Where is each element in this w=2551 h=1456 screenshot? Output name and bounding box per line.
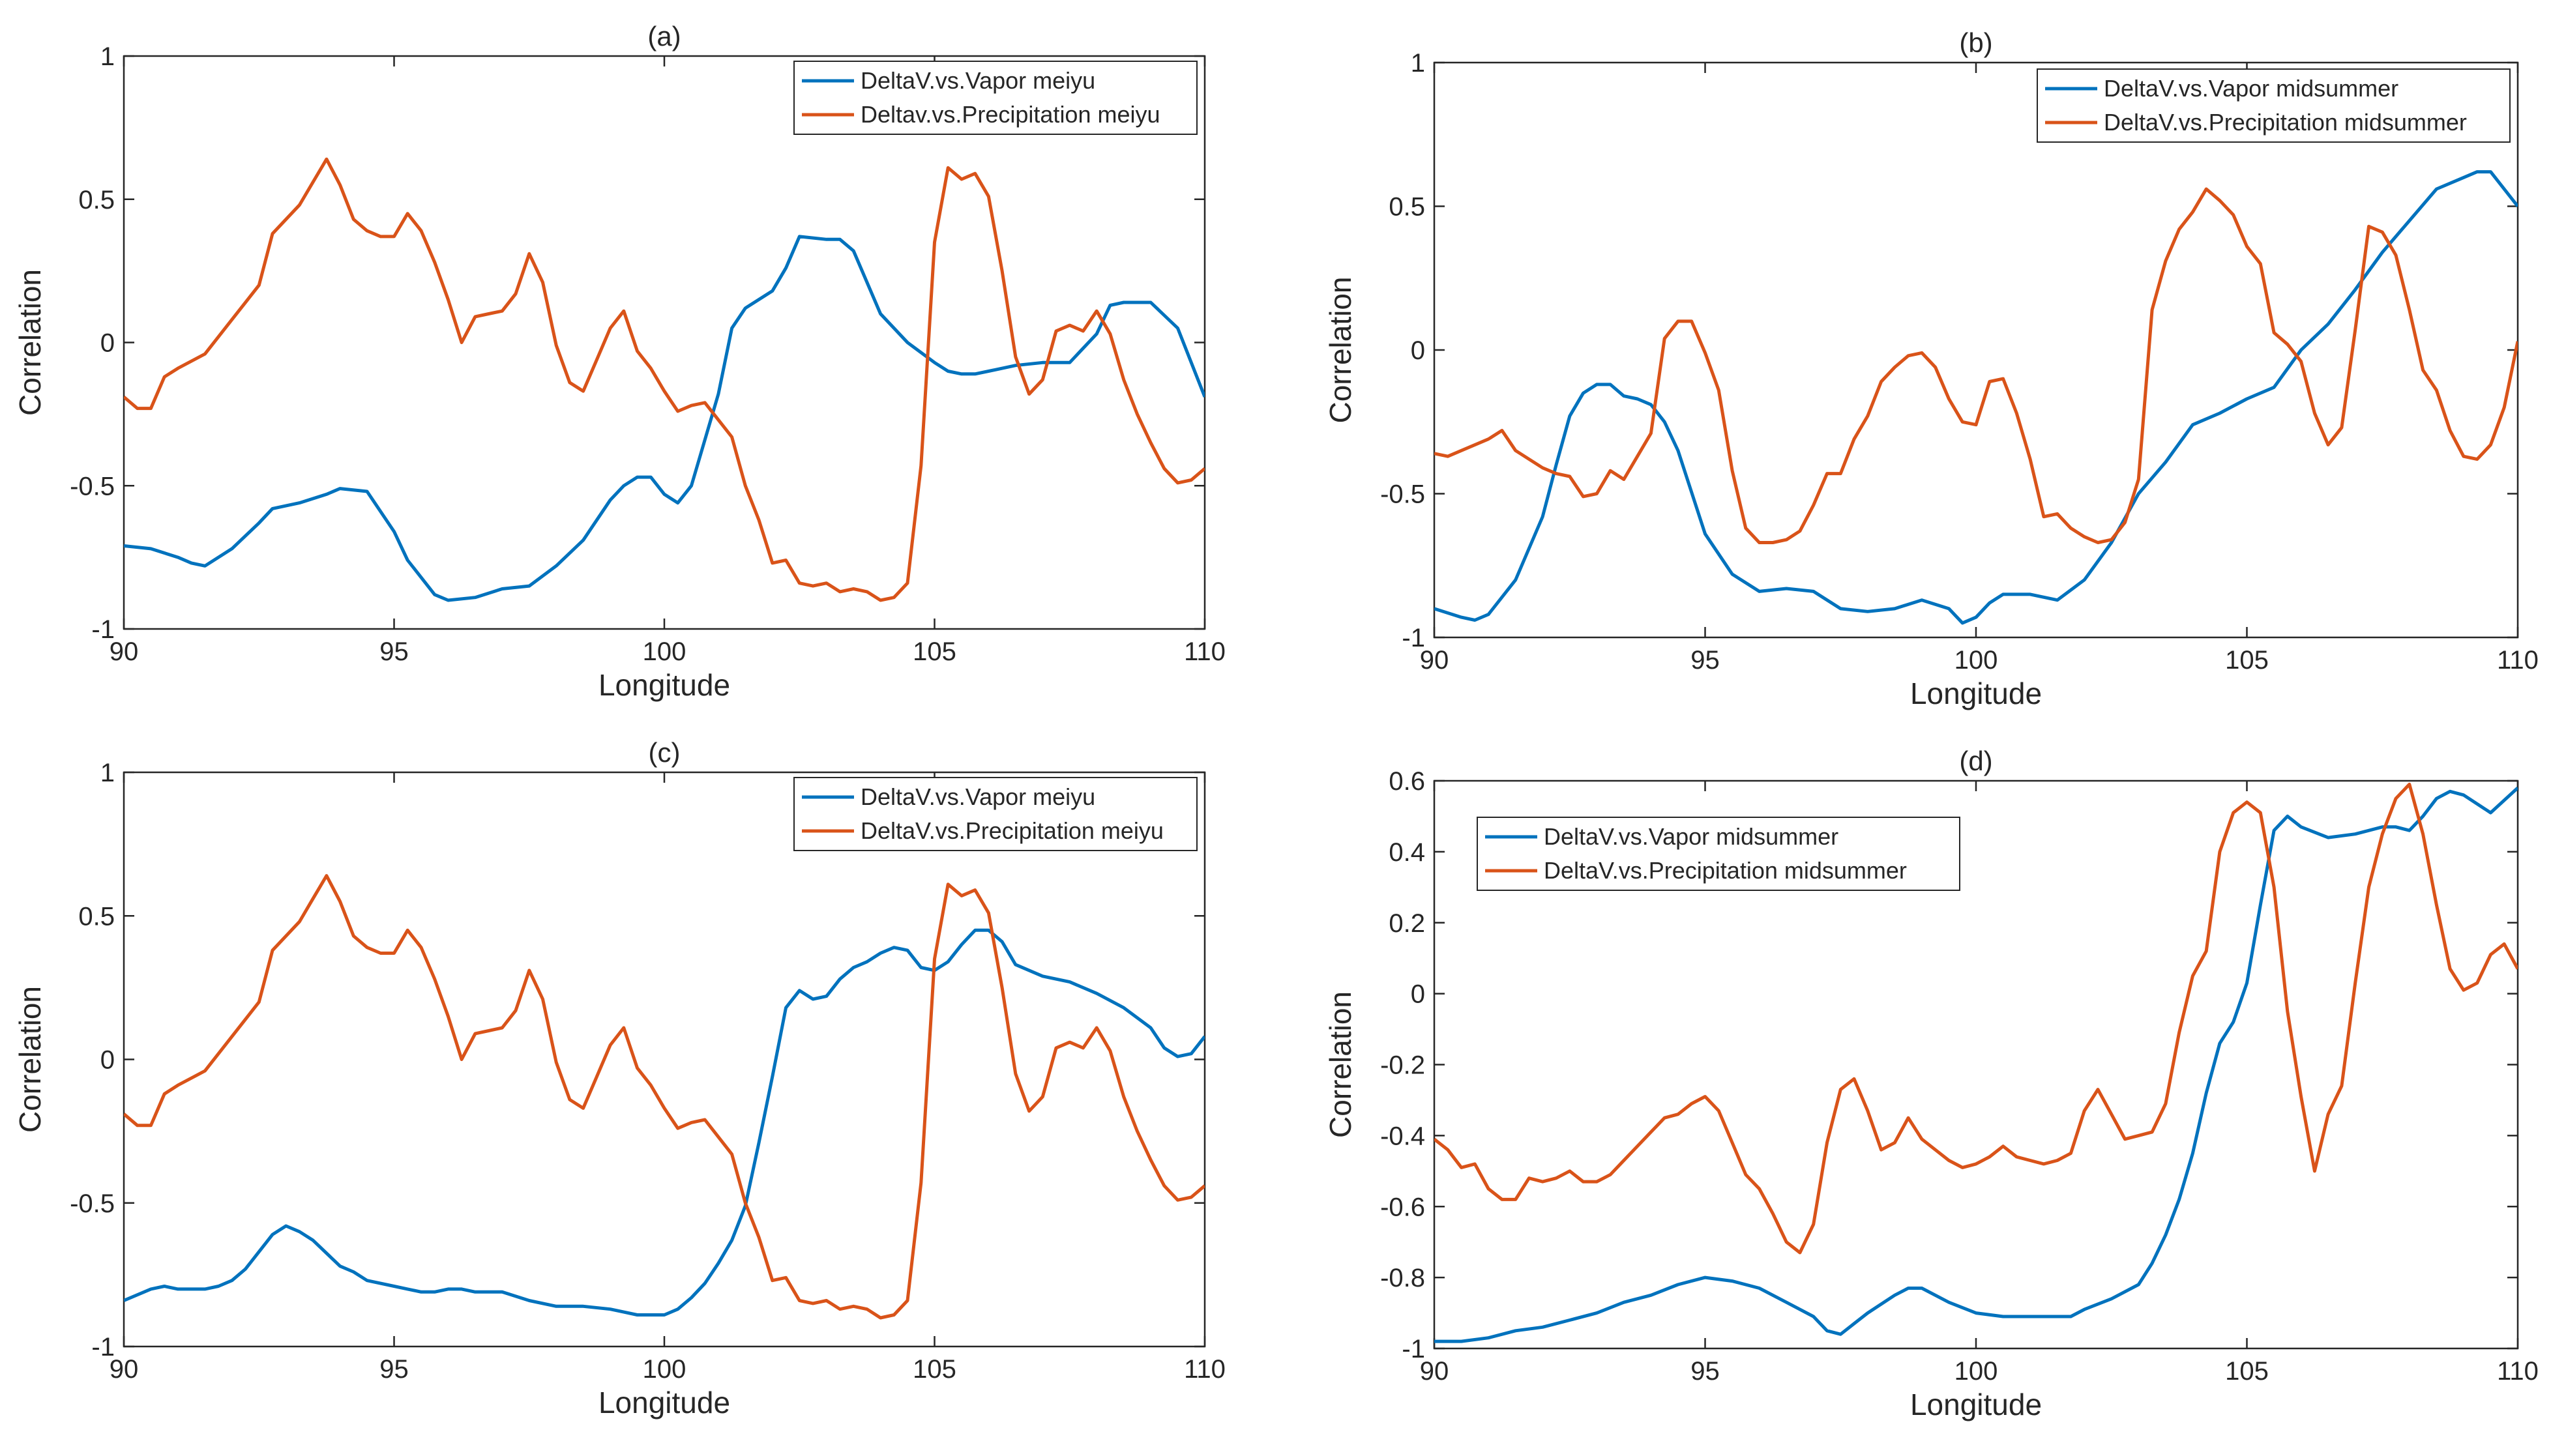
chart-panel-3: 90 95 100 105 110 -1 -0.5 0 0.5 1 (c) Longitude Corr… <box>13 737 1226 1420</box>
legend-entry: Deltav.vs.Precipitation meiyu <box>861 101 1160 128</box>
y-tick-label: -0.5 <box>70 472 115 501</box>
x-tick-label: 95 <box>379 1355 409 1384</box>
x-tick-label: 110 <box>1184 637 1226 666</box>
x-tick-label: 110 <box>2497 646 2539 675</box>
x-tick-label: 90 <box>1420 1357 1449 1386</box>
y-tick-label: 0 <box>100 1046 115 1075</box>
x-tick-label: 105 <box>913 1355 956 1384</box>
chart-panel-2: 90 95 100 105 110 -1 -0.5 0 0.5 1 (b) Longitude Corr… <box>1323 27 2539 710</box>
y-axis-label: Correlation <box>13 269 47 416</box>
series-line-2 <box>1434 782 2518 1255</box>
y-tick-label: 0.5 <box>1389 193 1425 222</box>
series-line-2 <box>124 874 1205 1320</box>
legend: DeltaV.vs.Vapor meiyu DeltaV.vs.Precipita… <box>793 777 1198 851</box>
axes-box <box>123 55 1206 630</box>
y-tick-label: 0.4 <box>1389 838 1425 867</box>
x-tick-label: 105 <box>2225 646 2269 675</box>
y-tick-label: 0.5 <box>78 186 115 214</box>
y-tick-label: -0.5 <box>70 1189 115 1218</box>
legend-entry: DeltaV.vs.Precipitation midsummer <box>2104 109 2467 136</box>
y-axis-label: Correlation <box>13 986 47 1133</box>
x-tick-label: 100 <box>643 1355 686 1384</box>
legend: DeltaV.vs.Vapor midsummer DeltaV.vs.Preci… <box>1477 817 1960 891</box>
legend-box <box>793 777 1198 851</box>
y-tick-label: 0 <box>1411 980 1425 1009</box>
panel-title: (b) <box>1959 27 1992 58</box>
x-axis-label: Longitude <box>1910 677 2042 710</box>
panel-title: (a) <box>647 21 681 51</box>
x-tick-label: 100 <box>1954 1357 1998 1386</box>
chart-panel-4: 90 95 100 105 110 -1 -0.8 -0.6 -0.4 -0.2 0 0.2 0.4 0.… <box>1323 746 2539 1421</box>
legend-entry: DeltaV.vs.Vapor meiyu <box>861 67 1095 94</box>
y-axis-label: Correlation <box>1323 991 1357 1138</box>
x-tick-label: 100 <box>643 637 686 666</box>
legend-entry: DeltaV.vs.Vapor meiyu <box>861 783 1095 810</box>
y-tick-label: -0.4 <box>1380 1122 1425 1150</box>
y-axis-label: Correlation <box>1323 277 1357 424</box>
series-line-1 <box>124 235 1205 602</box>
y-tick-label: -0.8 <box>1380 1264 1425 1292</box>
x-tick-label: 95 <box>379 637 409 666</box>
y-tick-label: -1 <box>91 1333 115 1361</box>
legend-entry: DeltaV.vs.Precipitation midsummer <box>1544 857 1907 884</box>
panel-title: (c) <box>649 737 681 768</box>
x-axis-label: Longitude <box>598 668 730 702</box>
x-tick-label: 110 <box>2497 1357 2539 1386</box>
y-tick-label: -0.5 <box>1380 480 1425 509</box>
series-line-1 <box>1434 170 2518 625</box>
x-axis-label: Longitude <box>598 1386 730 1420</box>
y-tick-label: -0.6 <box>1380 1193 1425 1221</box>
series-line-1 <box>124 928 1205 1317</box>
y-tick-label: 1 <box>1411 49 1425 78</box>
axes-box <box>123 771 1206 1348</box>
y-tick-label: -1 <box>91 615 115 644</box>
x-tick-label: 105 <box>913 637 956 666</box>
series-line-2 <box>124 157 1205 602</box>
x-tick-label: 95 <box>1690 646 1720 675</box>
legend-box <box>793 61 1198 135</box>
y-tick-label: 1 <box>100 759 115 787</box>
y-tick-label: -1 <box>1402 624 1425 652</box>
y-tick-label: 0.2 <box>1389 909 1425 938</box>
y-tick-label: 0.5 <box>78 902 115 931</box>
y-tick-label: 1 <box>100 42 115 71</box>
legend: DeltaV.vs.Vapor midsummer DeltaV.vs.Preci… <box>2037 68 2511 143</box>
legend-entry: DeltaV.vs.Vapor midsummer <box>2104 75 2398 102</box>
chart-panel-1: 90 95 100 105 110 -1 -0.5 0 0.5 1 (a) Longitude Corr… <box>13 21 1226 702</box>
x-tick-label: 110 <box>1184 1355 1226 1384</box>
x-tick-label: 90 <box>1420 646 1449 675</box>
y-tick-label: 0 <box>100 329 115 358</box>
x-tick-label: 95 <box>1690 1357 1720 1386</box>
y-tick-label: -1 <box>1402 1335 1425 1363</box>
x-tick-label: 90 <box>110 637 139 666</box>
legend: DeltaV.vs.Vapor meiyu Deltav.vs.Precipita… <box>793 61 1198 135</box>
legend-box <box>1477 817 1960 891</box>
series-line-1 <box>1434 787 2518 1343</box>
axes-box <box>1433 61 2519 639</box>
y-tick-label: -0.2 <box>1380 1051 1425 1080</box>
x-tick-label: 100 <box>1954 646 1998 675</box>
legend-entry: DeltaV.vs.Vapor midsummer <box>1544 823 1838 850</box>
series-line-2 <box>1434 187 2518 544</box>
panel-title: (d) <box>1959 746 1992 776</box>
legend-box <box>2037 68 2511 143</box>
x-tick-label: 105 <box>2225 1357 2269 1386</box>
y-tick-label: 0 <box>1411 336 1425 365</box>
y-tick-label: 0.6 <box>1389 767 1425 796</box>
legend-entry: DeltaV.vs.Precipitation meiyu <box>861 817 1164 844</box>
x-axis-label: Longitude <box>1910 1388 2042 1421</box>
x-tick-label: 90 <box>110 1355 139 1384</box>
